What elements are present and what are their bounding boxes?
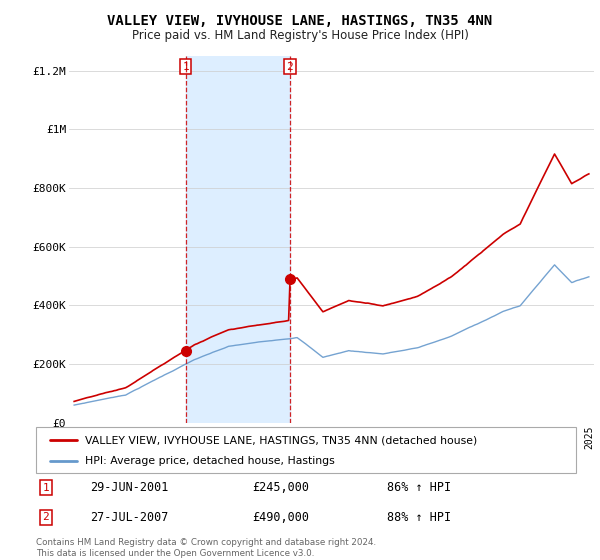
Text: HPI: Average price, detached house, Hastings: HPI: Average price, detached house, Hast…	[85, 456, 334, 466]
FancyBboxPatch shape	[36, 427, 576, 473]
Text: £245,000: £245,000	[252, 481, 309, 494]
Text: 1: 1	[182, 62, 189, 72]
Text: Price paid vs. HM Land Registry's House Price Index (HPI): Price paid vs. HM Land Registry's House …	[131, 29, 469, 42]
Text: 1: 1	[43, 483, 49, 493]
Text: 29-JUN-2001: 29-JUN-2001	[90, 481, 169, 494]
Text: 88% ↑ HPI: 88% ↑ HPI	[387, 511, 451, 524]
Text: 27-JUL-2007: 27-JUL-2007	[90, 511, 169, 524]
Text: 2: 2	[43, 512, 49, 522]
Text: 2: 2	[287, 62, 293, 72]
Text: VALLEY VIEW, IVYHOUSE LANE, HASTINGS, TN35 4NN (detached house): VALLEY VIEW, IVYHOUSE LANE, HASTINGS, TN…	[85, 435, 477, 445]
Text: £490,000: £490,000	[252, 511, 309, 524]
Text: 86% ↑ HPI: 86% ↑ HPI	[387, 481, 451, 494]
Bar	[185, 56, 290, 423]
Text: Contains HM Land Registry data © Crown copyright and database right 2024.
This d: Contains HM Land Registry data © Crown c…	[36, 538, 376, 558]
Text: VALLEY VIEW, IVYHOUSE LANE, HASTINGS, TN35 4NN: VALLEY VIEW, IVYHOUSE LANE, HASTINGS, TN…	[107, 14, 493, 28]
